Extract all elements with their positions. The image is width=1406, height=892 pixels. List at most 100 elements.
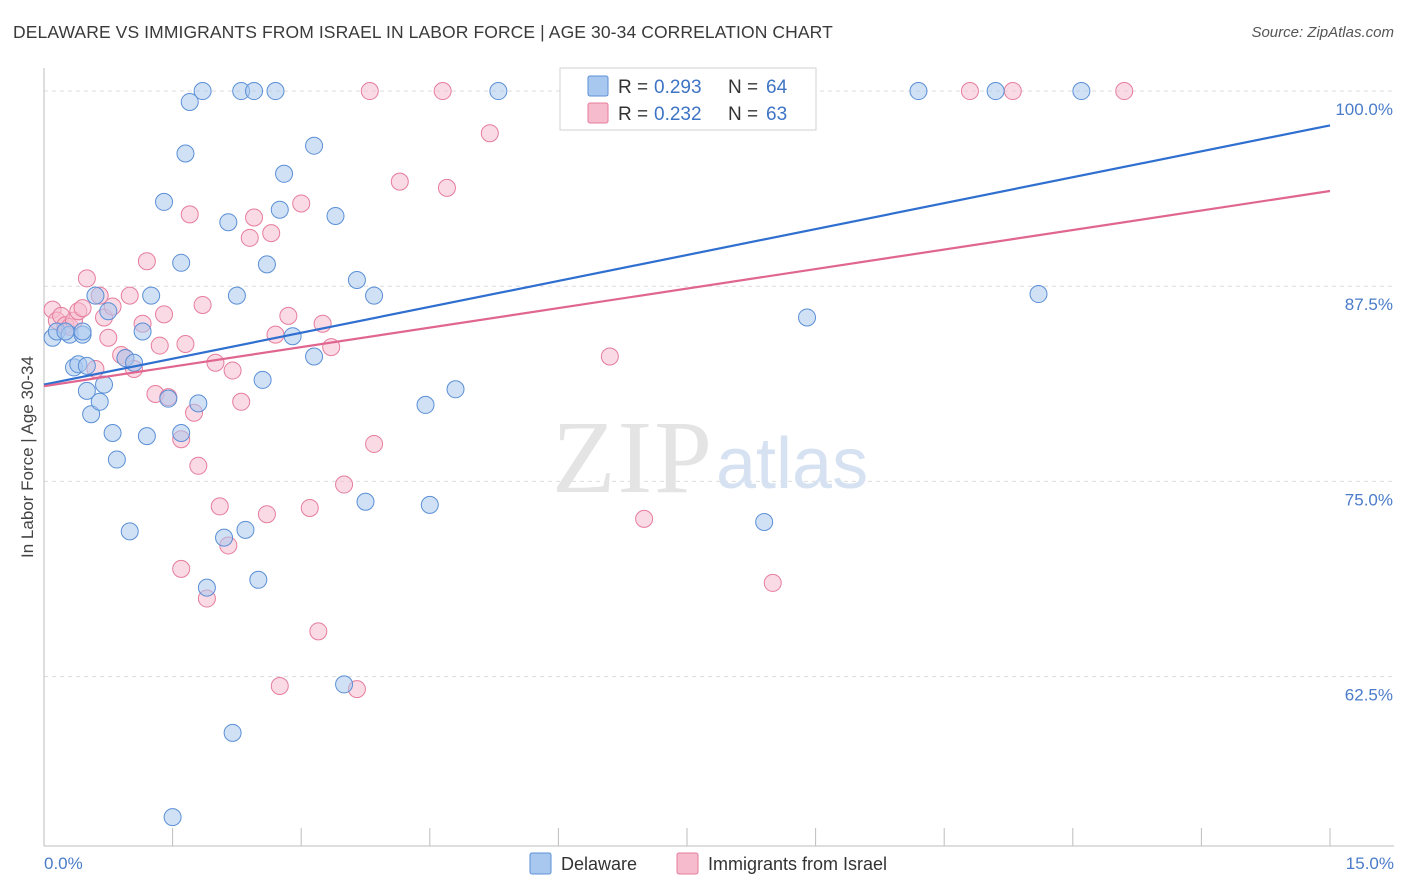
point-delaware-20 [137, 427, 156, 446]
chart-title: DELAWARE VS IMMIGRANTS FROM ISRAEL IN LA… [13, 22, 833, 42]
point-israel-39 [257, 505, 276, 524]
legend-r-value-israel: 0.232 [654, 104, 702, 125]
point-delaware-19 [133, 322, 152, 341]
point-israel-59 [763, 573, 782, 592]
series-delaware-points [43, 82, 1091, 827]
y-tick-label-3: 100.0% [1335, 100, 1393, 119]
x-tick-label-1: 15.0% [1346, 854, 1394, 873]
point-israel-45 [300, 498, 319, 517]
point-israel-62 [1115, 82, 1134, 101]
point-israel-41 [266, 325, 285, 344]
point-israel-12 [99, 328, 118, 347]
point-delaware-56 [163, 808, 182, 827]
watermark: ZIP atlas [552, 400, 868, 515]
point-israel-43 [279, 306, 298, 325]
point-israel-58 [635, 509, 654, 528]
point-israel-60 [960, 82, 979, 101]
point-delaware-51 [365, 286, 384, 305]
point-delaware-62 [1072, 82, 1091, 101]
point-delaware-32 [219, 213, 238, 232]
y-tick-label-1: 75.0% [1345, 490, 1393, 509]
legend-r-value-delaware: 0.293 [654, 77, 702, 98]
trend-line-delaware [43, 124, 1331, 386]
point-delaware-28 [189, 394, 208, 413]
point-delaware-31 [215, 528, 234, 547]
point-israel-16 [120, 286, 139, 305]
point-delaware-55 [489, 82, 508, 101]
point-delaware-58 [798, 308, 817, 327]
point-israel-44 [292, 194, 311, 213]
point-delaware-60 [986, 82, 1005, 101]
point-delaware-40 [257, 255, 276, 274]
watermark-atlas: atlas [716, 424, 868, 504]
y-tick-labels: 62.5% 75.0% 87.5% 100.0% [1335, 100, 1393, 705]
point-delaware-6 [77, 356, 96, 375]
point-delaware-49 [347, 270, 366, 289]
chart-source: Source: ZipAtlas.com [1251, 24, 1394, 41]
series-israel-points [43, 82, 1134, 699]
point-israel-7 [73, 299, 92, 318]
legend-r-label-israel: R = [618, 104, 648, 125]
point-israel-55 [437, 178, 456, 197]
x-tick-labels: 0.0% 15.0% [44, 854, 1394, 873]
legend-r-label-delaware: R = [618, 77, 648, 98]
y-axis-label: In Labor Force | Age 30-34 [18, 356, 37, 558]
point-delaware-22 [155, 192, 174, 211]
point-delaware-50 [356, 492, 375, 511]
legend-n-label-israel: N = [728, 104, 758, 125]
point-israel-29 [189, 456, 208, 475]
point-israel-56 [480, 124, 499, 143]
point-israel-27 [180, 205, 199, 224]
legend-swatch-delaware [587, 75, 609, 97]
legend-swatch-israel [587, 102, 609, 124]
point-israel-19 [137, 252, 156, 271]
point-israel-38 [245, 208, 264, 227]
point-delaware-36 [236, 520, 255, 539]
watermark-zip: ZIP [552, 400, 714, 515]
point-delaware-45 [305, 347, 324, 366]
legend-n-value-delaware: 64 [766, 77, 788, 98]
point-delaware-25 [172, 253, 191, 272]
trend-line-israel [43, 189, 1331, 388]
point-delaware-63 [56, 322, 75, 341]
trend-lines [43, 124, 1331, 388]
point-israel-8 [77, 269, 96, 288]
point-israel-40 [262, 224, 281, 243]
point-delaware-42 [270, 200, 289, 219]
point-israel-26 [176, 335, 195, 354]
legend-box: R = 0.293 N = 64 R = 0.232 N = 63 [559, 67, 817, 131]
point-israel-33 [210, 497, 229, 516]
point-israel-61 [1003, 82, 1022, 101]
point-delaware-54 [446, 380, 465, 399]
point-delaware-46 [305, 136, 324, 155]
point-delaware-41 [266, 82, 285, 101]
point-delaware-17 [120, 522, 139, 541]
point-delaware-33 [223, 723, 242, 742]
point-delaware-21 [142, 286, 161, 305]
point-israel-30 [193, 295, 212, 314]
legend-n-value-israel: 63 [766, 104, 787, 125]
point-delaware-10 [86, 286, 105, 305]
point-israel-54 [433, 82, 452, 101]
point-delaware-52 [416, 395, 435, 414]
point-delaware-34 [227, 286, 246, 305]
x-minor-ticks [172, 828, 1331, 846]
point-delaware-8 [77, 381, 96, 400]
point-delaware-43 [275, 164, 294, 183]
point-delaware-24 [172, 424, 191, 443]
point-israel-49 [335, 475, 354, 494]
point-delaware-13 [99, 302, 118, 321]
legend-n-label-delaware: N = [728, 77, 758, 98]
point-israel-36 [232, 392, 251, 411]
point-israel-52 [365, 434, 384, 453]
bottom-legend-swatch-israel [676, 852, 699, 875]
point-israel-25 [172, 559, 191, 578]
point-israel-21 [150, 336, 169, 355]
point-delaware-15 [107, 450, 126, 469]
point-israel-32 [206, 353, 225, 372]
point-delaware-7 [73, 322, 92, 341]
bottom-legend-swatch-delaware [529, 852, 552, 875]
point-israel-53 [390, 172, 409, 191]
point-delaware-57 [755, 513, 774, 532]
